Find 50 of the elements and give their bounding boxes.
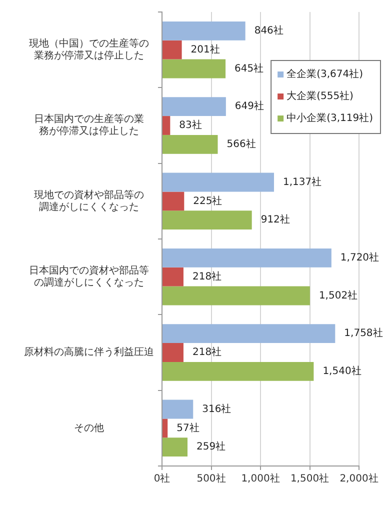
bar (162, 362, 314, 381)
bar (162, 400, 194, 419)
x-tick-label: 0社 (154, 472, 170, 485)
x-tick-label: 2,000社 (340, 472, 378, 485)
bar (162, 210, 252, 230)
bar (162, 59, 226, 78)
data-label: 1,720社 (340, 252, 380, 264)
data-label: 1,137社 (282, 176, 322, 188)
data-label: 225社 (193, 194, 222, 207)
x-tick-label: 1,000社 (241, 472, 280, 485)
data-label: 316社 (202, 402, 232, 415)
data-label: 259社 (196, 440, 226, 453)
y-tick-label: 現地（中国）での生産等の業務が停滞又は停止した (29, 37, 149, 62)
data-label: 649社 (234, 100, 264, 112)
x-tick-label: 1,500社 (290, 472, 330, 485)
bar (162, 343, 184, 362)
data-label: 846社 (254, 24, 284, 37)
y-tick-label: 原材料の高騰に伴う利益圧迫 (24, 346, 154, 358)
legend-label: 全企業(3,674社) (286, 68, 364, 80)
data-label: 566社 (226, 138, 256, 150)
bar (162, 286, 310, 306)
bar (162, 116, 170, 135)
data-label: 83社 (179, 119, 202, 132)
bar (162, 418, 168, 438)
bar (162, 438, 188, 457)
y-tick-label: 日本国内での資材や部品等の調達がしにくくなった (29, 264, 149, 288)
bar (162, 324, 336, 344)
legend-label: 中小企業(3,119社) (286, 112, 374, 124)
bar (162, 248, 332, 268)
bar (162, 267, 184, 286)
y-tick-label: 日本国内での生産等の業務が停滞又は停止した (34, 113, 144, 138)
data-label: 201社 (190, 43, 220, 56)
bar (162, 21, 246, 40)
data-label: 218社 (192, 270, 222, 282)
data-label: 1,540社 (322, 365, 362, 378)
y-tick-label: 現地での資材や部品等の調達がしにくくなった (34, 188, 144, 213)
bar (162, 134, 218, 154)
data-label: 218社 (192, 346, 222, 358)
x-tick-label: 500社 (196, 472, 226, 485)
y-tick-label: その他 (74, 422, 104, 434)
bar (162, 40, 182, 60)
legend-label: 大企業(555社) (286, 90, 354, 102)
data-label: 1,502社 (318, 289, 358, 302)
data-label: 645社 (234, 62, 264, 74)
data-label: 1,758社 (344, 327, 383, 340)
bar (162, 97, 226, 116)
data-label: 912社 (260, 214, 290, 226)
data-label: 57社 (176, 422, 200, 434)
bar (162, 172, 274, 192)
bar (162, 192, 184, 211)
